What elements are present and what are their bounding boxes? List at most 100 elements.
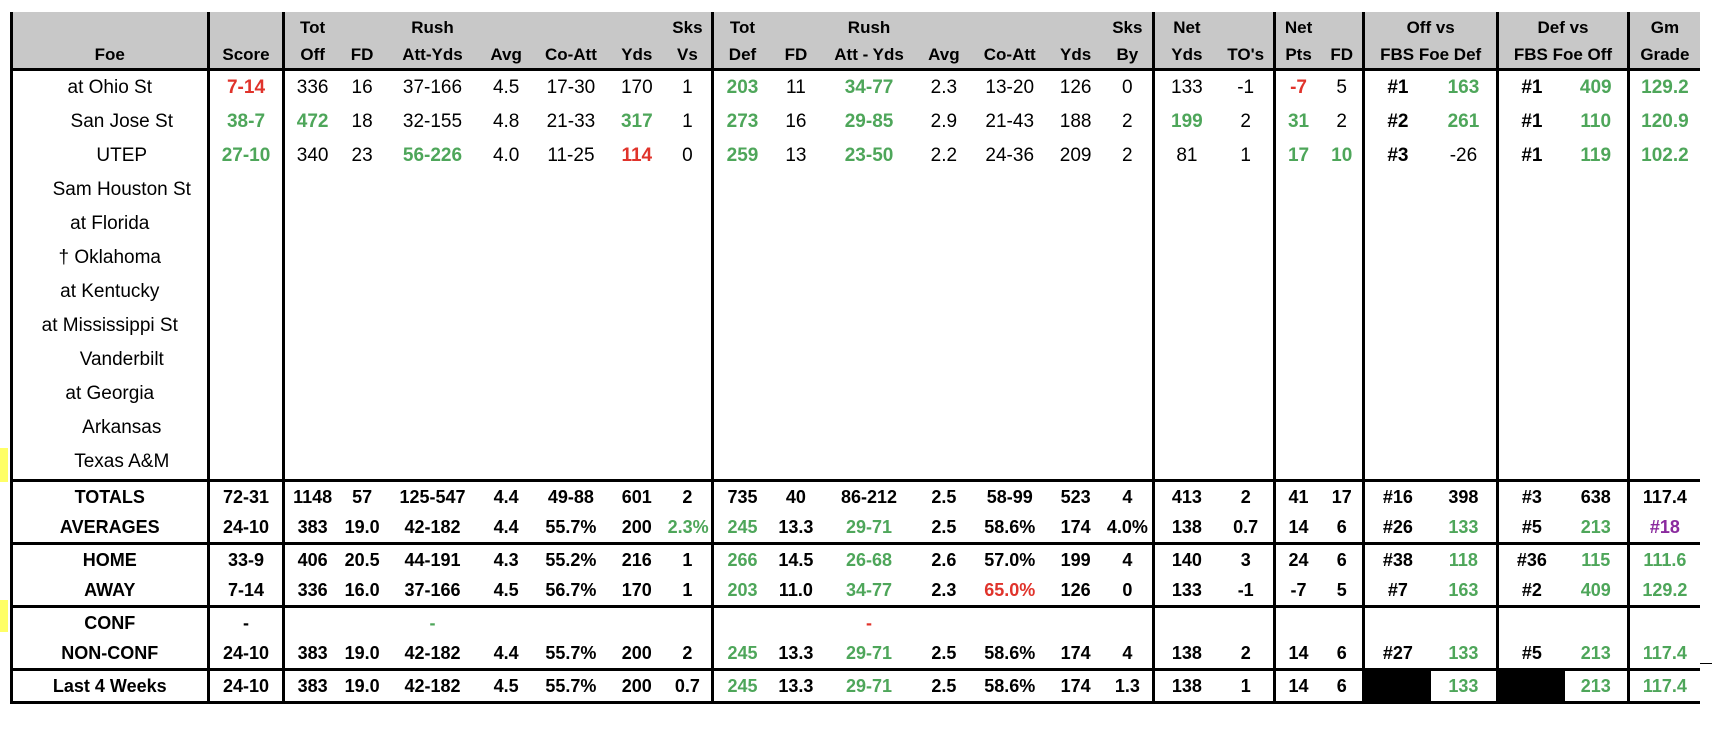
column-header [480, 12, 532, 41]
stat-cell [1321, 606, 1366, 638]
stat-cell [384, 343, 480, 377]
column-header: Gm [1628, 12, 1700, 41]
stat-cell [1049, 607, 1103, 639]
stat-cell: 24-36 [985, 145, 1035, 166]
stat-cell: 19.0 [339, 669, 385, 704]
summary-row: HOME 33-9 406 20.5 44-191 4.3 55.2% 216 1 266 14.5… [10, 543, 1701, 575]
stat-cell: 6 [1321, 669, 1366, 704]
stat-cell [917, 275, 971, 309]
stat-cell [1628, 241, 1700, 275]
stat-cell: 55.7% [545, 643, 597, 663]
stat-cell: 209 [1059, 145, 1092, 166]
stat-cell: 58.6% [984, 643, 1036, 663]
stat-cell: 2.5 [931, 487, 957, 507]
stat-cell [1564, 309, 1630, 343]
stat-cell [1364, 377, 1431, 411]
stat-cell [1274, 445, 1321, 481]
stat-cell [1154, 445, 1219, 481]
stat-cell: #5 [1521, 643, 1542, 663]
stat-cell [480, 607, 531, 639]
stat-cell [1364, 275, 1431, 309]
stat-cell [1321, 377, 1366, 411]
stat-cell: 601 [621, 487, 652, 507]
stat-cell [340, 445, 385, 481]
opponent-name: Arkansas [10, 411, 210, 445]
stat-cell: 174 [1060, 643, 1091, 663]
column-header [610, 12, 664, 41]
stat-cell: 58-99 [986, 487, 1033, 507]
column-header [770, 12, 822, 41]
stat-cell: 32-155 [402, 111, 463, 132]
stat-cell [1564, 411, 1630, 445]
stat-cell: 4.4 [493, 517, 519, 537]
stat-cell: #26 [1382, 517, 1413, 537]
stat-cell: 2.2 [930, 145, 958, 166]
stat-cell [480, 343, 531, 377]
stat-cell [610, 309, 664, 343]
summary-row: NON-CONF 24-10 383 19.0 42-182 4.4 55.7% 200 2 24… [10, 638, 1700, 670]
stat-cell [1430, 606, 1500, 638]
stat-cell: 133 [1430, 638, 1500, 670]
stat-cell: 4.3 [493, 550, 519, 570]
stat-cell [1274, 207, 1321, 241]
stat-cell [1218, 343, 1276, 377]
stat-cell: 120.9 [1641, 111, 1689, 132]
stat-cell [1498, 607, 1565, 639]
stat-cell [340, 207, 385, 241]
column-header: FD [339, 41, 385, 70]
opponent-name: at Kentucky [10, 275, 210, 309]
stat-cell: 1 [663, 543, 715, 575]
stat-cell [1274, 173, 1321, 207]
stat-cell: 58.6% [984, 517, 1036, 537]
stat-cell: 133 [1171, 580, 1202, 600]
stat-cell: 24 [1288, 550, 1309, 570]
stat-cell [284, 445, 340, 481]
row-highlight-marker [0, 600, 8, 632]
stat-cell [340, 241, 385, 275]
stat-cell [384, 445, 480, 481]
stat-cell [713, 241, 771, 275]
stat-cell: 383 [297, 517, 328, 537]
stat-cell: 114 [621, 145, 653, 166]
stat-cell: 2 [1321, 105, 1366, 139]
stat-cell: 383 [283, 669, 340, 704]
stat-cell: 0.7 [1218, 512, 1276, 544]
stat-cell [284, 241, 340, 275]
stat-cell: 216 [621, 550, 652, 570]
stat-cell [713, 411, 771, 445]
column-header: Tot [283, 12, 340, 41]
stat-cell [384, 207, 480, 241]
stat-cell: 203 [726, 77, 759, 98]
stat-cell: 2 [663, 638, 715, 670]
stat-cell [480, 241, 531, 275]
stat-cell [610, 343, 664, 377]
stat-cell [1628, 607, 1700, 639]
stat-cell: 23 [351, 145, 373, 166]
stat-cell [713, 207, 771, 241]
stat-cell: 336 [297, 580, 328, 600]
stat-cell [1049, 445, 1103, 481]
stat-cell [340, 309, 385, 343]
stat-cell: 57 [352, 487, 373, 507]
stat-cell [208, 173, 286, 207]
stat-cell [1628, 343, 1700, 377]
stat-cell: 2.3% [663, 512, 715, 544]
summary-row: TOTALS 72-31 1148 57 125-547 4.4 49-88 601 2 735 4… [10, 480, 1700, 512]
stat-cell: 42-182 [404, 517, 461, 537]
stat-cell [713, 377, 771, 411]
stat-cell [532, 241, 610, 275]
stat-cell [1274, 309, 1321, 343]
stat-cell: 27-10 [208, 139, 286, 173]
stat-cell [1321, 445, 1366, 481]
stat-cell: 0.7 [663, 669, 715, 704]
stat-cell [1364, 173, 1431, 207]
stat-cell: 13-20 [985, 77, 1035, 98]
stat-cell [340, 377, 385, 411]
stat-cell: 1 [663, 69, 715, 105]
stat-cell: #18 [1649, 517, 1680, 537]
stat-cell: 118 [1430, 543, 1500, 575]
stat-cell [1049, 275, 1103, 309]
column-header: Def vs [1497, 12, 1630, 41]
stat-cell: 3 [1218, 543, 1276, 575]
stat-cell [771, 343, 821, 377]
